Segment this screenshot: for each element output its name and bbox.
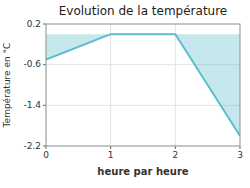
chart-container: 0.2 -0.6 -1.4 -2.20 1 2 3 Evolution de la tempé…: [0, 0, 250, 188]
x-tick-label: 1: [108, 150, 114, 160]
chart-svg: 0.2 -0.6 -1.4 -2.20 1 2 3 Evolution de la tempé…: [0, 0, 250, 188]
x-tick-label: 3: [237, 150, 243, 160]
y-tick-label: 0.2: [27, 19, 41, 29]
y-grid-line: [46, 105, 240, 106]
line: [46, 34, 240, 136]
y-axis-label: Température en °C: [2, 43, 12, 129]
x-tick-label: 0: [43, 150, 49, 160]
chart-title: Evolution de la température: [59, 4, 228, 18]
y-tick-label: -0.6: [23, 59, 41, 69]
data-layer: [46, 34, 240, 136]
y-tick-label: -2.2: [23, 141, 41, 151]
x-grid-line: [175, 24, 176, 146]
plot-frame: [46, 24, 240, 146]
grid: [46, 24, 240, 146]
y-tick-label: -1.4: [23, 100, 41, 110]
page: {"chart_data": {"type": "area", "title":…: [0, 0, 250, 188]
axes: 0.2 -0.6 -1.4 -2.20 1 2 3: [23, 19, 242, 161]
x-grid-line: [110, 24, 111, 146]
plot-background: [46, 24, 240, 146]
x-axis-label: heure par heure: [97, 166, 188, 177]
area-fill: [46, 34, 240, 136]
x-tick-label: 2: [172, 150, 178, 160]
